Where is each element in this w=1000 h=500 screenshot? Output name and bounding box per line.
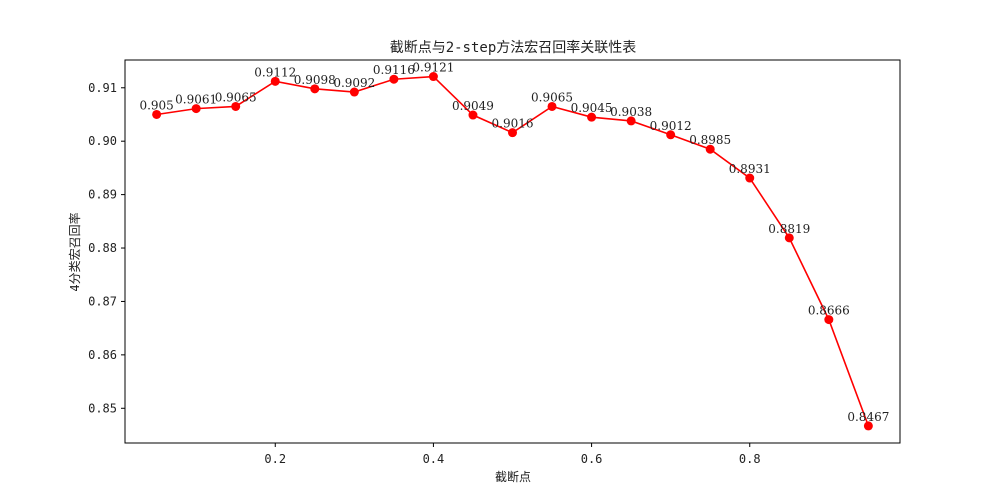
data-point (626, 116, 636, 126)
data-point (270, 76, 280, 86)
data-point (152, 109, 162, 119)
data-point (468, 110, 478, 120)
plot-frame (124, 59, 901, 444)
data-label: 0.8666 (808, 304, 850, 318)
data-point (745, 173, 755, 183)
data-label: 0.9065 (531, 90, 573, 104)
data-label: 0.9061 (175, 93, 217, 107)
data-point (863, 421, 873, 431)
y-tick-label: 0.87 (88, 294, 117, 308)
data-label: 0.9038 (610, 105, 652, 119)
x-tick-label: 0.4 (423, 452, 445, 466)
data-point (666, 130, 676, 140)
data-point (824, 315, 834, 325)
x-tick-label: 0.6 (581, 452, 603, 466)
y-tick-label: 0.89 (88, 188, 117, 202)
x-tick-label: 0.2 (264, 452, 286, 466)
data-label: 0.8931 (729, 162, 771, 176)
data-label: 0.9045 (571, 101, 613, 115)
data-label: 0.9049 (452, 99, 494, 113)
data-label: 0.9012 (650, 119, 692, 133)
data-label: 0.8819 (768, 222, 810, 236)
data-label: 0.9092 (333, 76, 375, 90)
y-tick-label: 0.86 (88, 348, 117, 362)
y-tick-label: 0.91 (88, 81, 117, 95)
data-label: 0.9098 (294, 73, 336, 87)
data-label: 0.9016 (492, 117, 534, 131)
data-point (231, 101, 241, 111)
series-points (152, 72, 873, 431)
data-label: 0.9121 (412, 61, 454, 75)
data-point (428, 72, 438, 82)
data-label: 0.9065 (215, 90, 257, 104)
data-point (587, 112, 597, 122)
data-label: 0.905 (139, 98, 173, 112)
data-label: 0.8985 (689, 133, 731, 147)
data-point (508, 128, 517, 138)
y-tick-label: 0.90 (88, 134, 117, 148)
axis-ticks: 0.2 0.4 0.6 0.8 0.85 0.86 0.87 0.88 0.89 0.90 0.91 (88, 81, 760, 466)
data-point (784, 233, 794, 243)
data-point (547, 101, 557, 111)
data-labels: 0.905 0.90610.90650.91120.90980.90920.911… (139, 61, 889, 424)
data-point (349, 87, 359, 97)
data-point (705, 144, 715, 154)
data-point (191, 104, 201, 114)
x-axis-label: 截断点 (495, 469, 531, 484)
data-point (389, 74, 399, 84)
data-point (310, 84, 320, 94)
y-axis-label: 4分类宏召回率 (67, 212, 82, 291)
y-tick-label: 0.85 (88, 401, 117, 415)
y-tick-label: 0.88 (88, 241, 117, 255)
x-tick-label: 0.8 (739, 452, 761, 466)
data-label: 0.8467 (847, 410, 889, 424)
data-label: 0.9116 (373, 63, 415, 77)
data-label: 0.9112 (254, 65, 296, 79)
chart-title: 截断点与2-step方法宏召回率关联性表 (390, 39, 637, 56)
